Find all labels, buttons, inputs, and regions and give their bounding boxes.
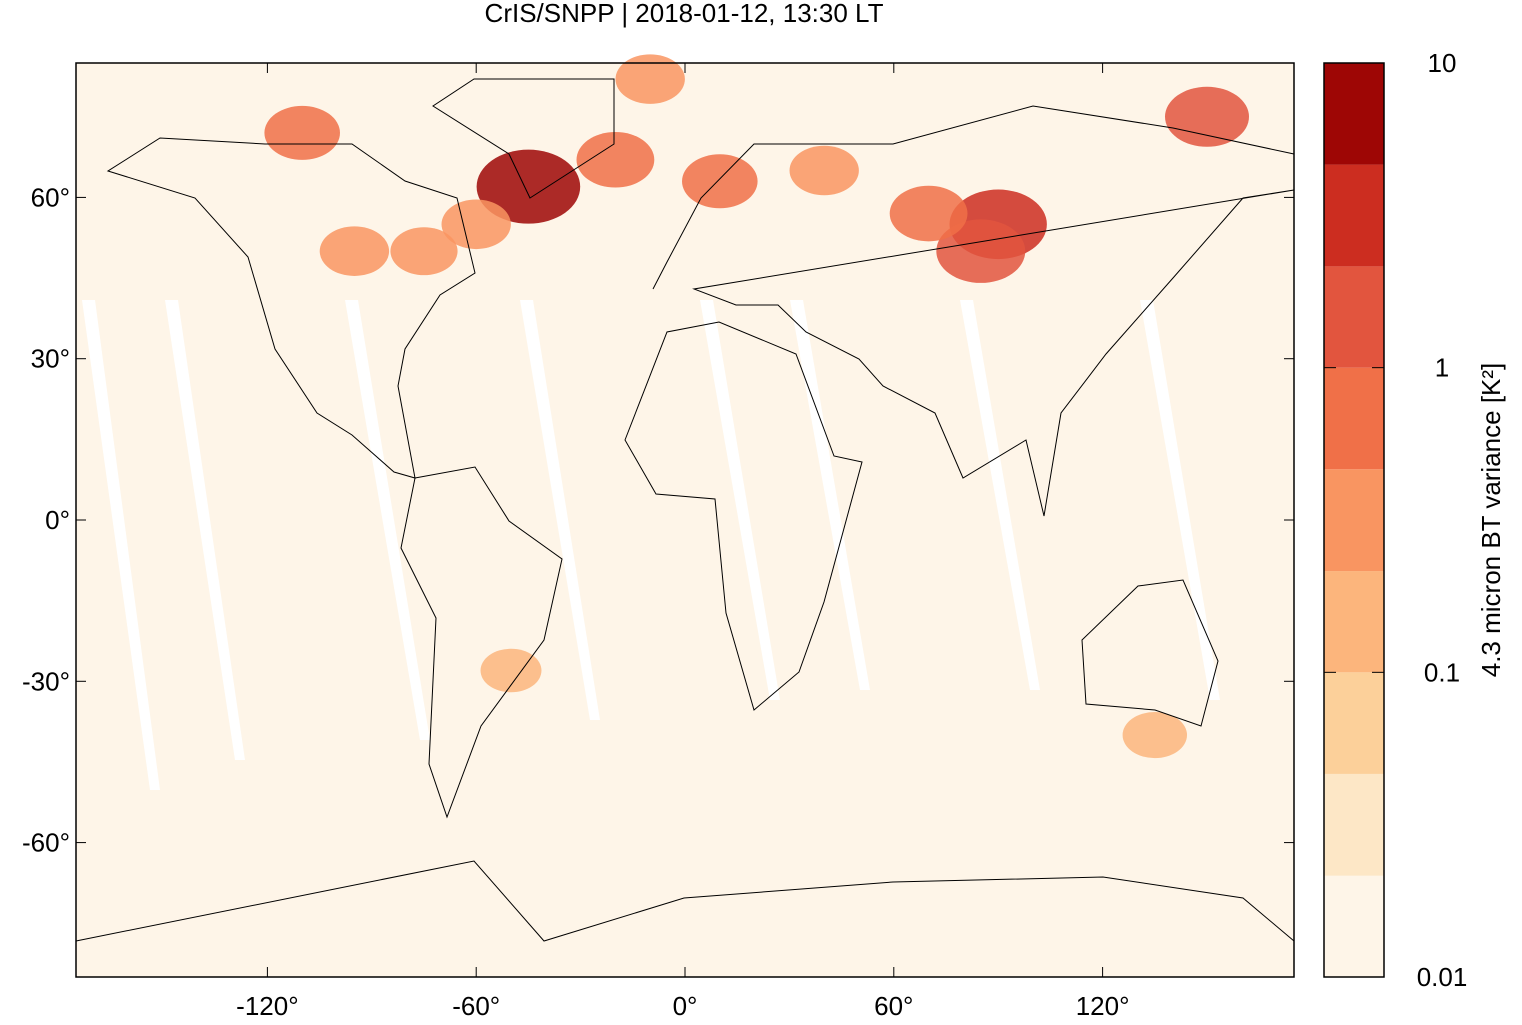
colorbar-tick-label: 10 — [1428, 48, 1457, 78]
x-tick-label: 120° — [1076, 991, 1130, 1020]
heat-spot — [480, 648, 542, 693]
colorbar-band — [1324, 367, 1384, 470]
coastlines — [75, 78, 1295, 942]
heat-spot — [615, 54, 685, 104]
colorbar-band — [1324, 63, 1384, 165]
y-tick-label: 60° — [31, 182, 70, 212]
heat-spot — [319, 226, 390, 276]
colorbar-band — [1324, 875, 1384, 977]
heat-spot — [682, 154, 758, 209]
heat-spot — [1122, 712, 1188, 759]
y-tick-label: -30° — [22, 666, 70, 696]
heat-spot — [936, 219, 1026, 283]
y-tick-label: 30° — [31, 344, 70, 374]
colorbar-band — [1324, 164, 1384, 267]
colorbar-band — [1324, 773, 1384, 876]
chart-title: CrIS/SNPP | 2018-01-12, 13:30 LT — [485, 0, 884, 28]
map-background — [76, 63, 1294, 977]
heat-spot — [576, 131, 655, 188]
heat-layer — [264, 54, 1249, 759]
colorbar-frame — [1323, 62, 1385, 978]
colorbar-tick-label: 0.01 — [1417, 962, 1468, 992]
heat-spot — [264, 105, 340, 160]
x-tick-label: 60° — [874, 991, 913, 1020]
colorbar-band — [1324, 266, 1384, 368]
x-tick-label: -120° — [236, 991, 298, 1020]
colorbar-label: 4.3 micron BT variance [K²] — [1476, 363, 1506, 678]
heat-spot — [476, 149, 581, 224]
colorbar-tick-label: 1 — [1435, 353, 1449, 383]
x-tick-label: -60° — [452, 991, 500, 1020]
heat-spot — [390, 227, 458, 276]
y-tick-label: -60° — [22, 828, 70, 858]
colorbar-band — [1324, 469, 1384, 572]
heat-spot — [789, 145, 859, 196]
swath-gaps — [82, 300, 1220, 790]
colorbar-tick-label: 0.1 — [1424, 657, 1460, 687]
y-tick-label: 0° — [45, 505, 70, 535]
heat-spot — [1165, 86, 1249, 147]
heat-spot — [441, 199, 511, 250]
colorbar-band — [1324, 672, 1384, 774]
x-tick-label: 0° — [673, 991, 698, 1020]
colorbar-band — [1324, 571, 1384, 673]
heat-spot — [889, 185, 968, 242]
